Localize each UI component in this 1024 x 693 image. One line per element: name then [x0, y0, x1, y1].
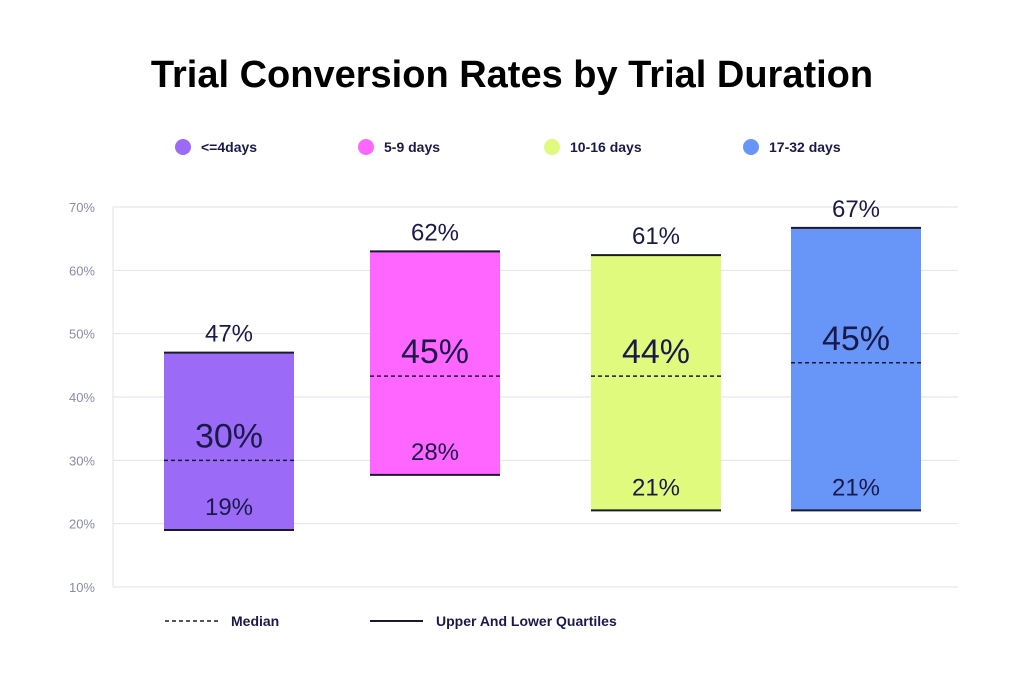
lower-label: 21% [632, 474, 680, 501]
boxes: 47% 30% 19% 62% 45% 28% 61% 44% 21% 67% 45% 21% [164, 196, 921, 531]
lower-label: 28% [411, 439, 459, 466]
box-3: 67% 45% 21% [791, 196, 921, 512]
box-rect [591, 255, 721, 511]
upper-label: 62% [411, 219, 459, 246]
median-label: 44% [622, 333, 690, 371]
legend-marker [175, 139, 191, 155]
chart-title: Trial Conversion Rates by Trial Duration [151, 54, 873, 96]
y-tick-label: 10% [69, 580, 95, 595]
median-label: 45% [822, 320, 890, 358]
lower-label: 21% [832, 474, 880, 501]
box-rect [164, 352, 294, 530]
y-tick-label: 50% [69, 327, 95, 342]
legend: <=4days 5-9 days 10-16 days 17-32 days [175, 139, 841, 155]
legend-marker [743, 139, 759, 155]
upper-label: 61% [632, 223, 680, 250]
box-rect [791, 227, 921, 511]
box-2: 61% 44% 21% [591, 223, 721, 512]
y-tick-label: 70% [69, 200, 95, 215]
y-tick-label: 20% [69, 517, 95, 532]
upper-label: 47% [205, 321, 253, 348]
line-style-legend: Median Upper And Lower Quartiles [165, 613, 617, 629]
quartile-legend-label: Upper And Lower Quartiles [436, 613, 617, 629]
legend-label: <=4days [201, 139, 257, 155]
box-1: 62% 45% 28% [370, 219, 500, 476]
box-rect [370, 251, 500, 475]
lower-label: 19% [205, 494, 253, 521]
legend-label: 5-9 days [384, 139, 440, 155]
legend-marker [544, 139, 560, 155]
legend-marker [358, 139, 374, 155]
legend-label: 10-16 days [570, 139, 642, 155]
median-label: 45% [401, 333, 469, 371]
median-legend-label: Median [231, 613, 279, 629]
box-0: 47% 30% 19% [164, 321, 294, 531]
y-tick-label: 30% [69, 453, 95, 468]
y-tick-label: 60% [69, 263, 95, 278]
upper-label: 67% [832, 196, 880, 223]
y-axis: 10% 20% 30% 40% 50% 60% 70% [69, 200, 95, 595]
median-label: 30% [195, 417, 263, 455]
y-tick-label: 40% [69, 390, 95, 405]
legend-label: 17-32 days [769, 139, 841, 155]
